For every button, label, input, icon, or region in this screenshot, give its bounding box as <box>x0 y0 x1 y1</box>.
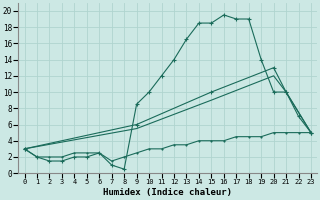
X-axis label: Humidex (Indice chaleur): Humidex (Indice chaleur) <box>103 188 232 197</box>
